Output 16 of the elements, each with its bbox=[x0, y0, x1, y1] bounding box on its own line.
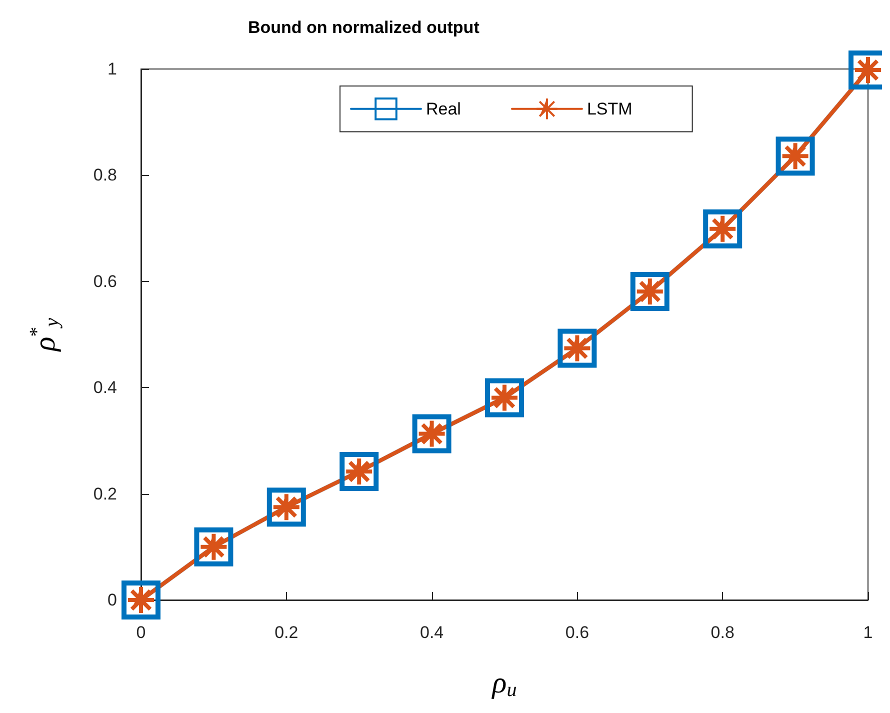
y-tick-label: 1 bbox=[108, 60, 117, 78]
y-tick-label: 0.4 bbox=[93, 378, 117, 398]
x-tick-label: 0.6 bbox=[565, 623, 590, 642]
x-tick-label: 0.8 bbox=[710, 623, 734, 642]
chart-title: Bound on normalized output bbox=[248, 18, 480, 37]
legend-label: Real bbox=[426, 99, 461, 118]
legend-label: LSTM bbox=[586, 99, 632, 118]
x-tick-label: 1 bbox=[863, 623, 873, 642]
y-tick-label: 0 bbox=[108, 590, 117, 610]
x-tick-label: 0.2 bbox=[274, 623, 298, 642]
y-tick-label: 0.8 bbox=[93, 166, 117, 185]
y-tick-label: 0.2 bbox=[93, 484, 117, 504]
x-tick-label: 0.4 bbox=[420, 623, 444, 642]
x-tick-label: 0 bbox=[136, 623, 146, 642]
y-tick-label: 0.6 bbox=[93, 272, 117, 291]
y-axis-title: ρ*y bbox=[26, 318, 63, 352]
